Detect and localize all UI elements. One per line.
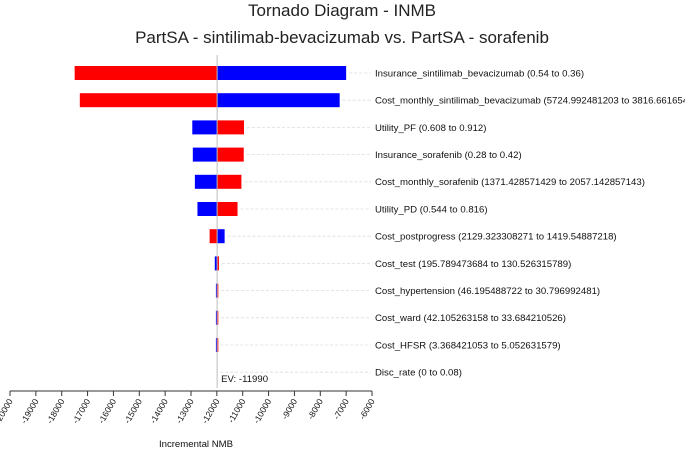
ev-label: EV: -11990 — [221, 374, 268, 385]
x-axis-ticks: -20000 -19000 -18000 -17000 -16000 -15000 -140… — [0, 391, 377, 425]
bar-high-value — [217, 283, 219, 298]
x-tick-label: -17000 — [70, 397, 92, 425]
parameter-label: Cost_monthly_sintilimab_bevacizumab (572… — [375, 96, 685, 107]
x-tick-label: -6000 — [357, 397, 377, 421]
parameter-rows: Insurance_sintilimab_bevacizumab (0.54 t… — [74, 66, 685, 379]
x-tick-label: -12000 — [200, 397, 222, 425]
bar-low-value — [217, 93, 340, 108]
parameter-label: Cost_ward (42.105263158 to 33.684210526) — [375, 313, 566, 324]
x-tick-label: -8000 — [305, 397, 325, 421]
bar-high-value — [217, 256, 219, 271]
parameter-row: Cost_monthly_sintilimab_bevacizumab (572… — [79, 93, 685, 108]
bar-low-value — [215, 310, 218, 325]
parameter-label: Cost_HFSR (3.368421053 to 5.052631579) — [375, 340, 561, 351]
parameter-label: Insurance_sintilimab_bevacizumab (0.54 t… — [375, 68, 584, 79]
bar-high-value — [217, 202, 238, 216]
bar-high-value — [79, 93, 218, 108]
x-tick-label: -15000 — [122, 397, 144, 425]
parameter-row: Utility_PF (0.608 to 0.912) — [192, 120, 486, 135]
bar-low-value — [197, 202, 218, 216]
parameter-label: Utility_PF (0.608 to 0.912) — [375, 123, 486, 134]
parameter-row: Cost_HFSR (3.368421053 to 5.052631579) — [215, 338, 561, 352]
parameter-label: Insurance_sorafenib (0.28 to 0.42) — [375, 150, 522, 161]
parameter-row: Insurance_sorafenib (0.28 to 0.42) — [192, 147, 522, 162]
parameter-label: Cost_hypertension (46.195488722 to 30.79… — [375, 286, 600, 297]
x-tick-label: -11000 — [226, 397, 248, 425]
x-axis-label: Incremental NMB — [159, 439, 233, 449]
parameter-label: Utility_PD (0.544 to 0.816) — [375, 204, 488, 215]
bar-high-value — [217, 310, 219, 325]
parameter-label: Cost_postprogress (2129.323308271 to 141… — [375, 232, 617, 243]
x-tick-label: -10000 — [251, 397, 273, 425]
x-tick-label: -13000 — [174, 397, 196, 425]
parameter-row: Cost_test (195.789473684 to 130.52631578… — [214, 256, 571, 271]
parameter-label: Cost_monthly_sorafenib (1371.428571429 t… — [375, 177, 645, 188]
x-tick-label: -20000 — [0, 397, 15, 425]
x-tick-label: -7000 — [331, 397, 351, 421]
parameter-row: Cost_monthly_sorafenib (1371.428571429 t… — [194, 174, 645, 189]
bar-low-value — [215, 338, 218, 352]
bar-high-value — [209, 229, 218, 244]
bar-low-value — [192, 147, 218, 162]
bar-high-value — [217, 120, 245, 135]
x-tick-label: -14000 — [148, 397, 170, 425]
parameter-label: Cost_test (195.789473684 to 130.52631578… — [375, 259, 571, 270]
x-tick-label: -16000 — [96, 397, 118, 425]
parameter-row: Utility_PD (0.544 to 0.816) — [197, 202, 488, 216]
parameter-row: Disc_rate (0 to 0.08) — [220, 368, 462, 379]
x-tick-label: -18000 — [44, 397, 66, 425]
chart-subtitle: PartSA - sintilimab-bevacizumab vs. Part… — [135, 28, 549, 47]
bar-high-value — [217, 147, 244, 162]
x-tick-label: -9000 — [280, 397, 300, 421]
bar-high-value — [74, 66, 218, 80]
bar-low-value — [217, 66, 347, 80]
bar-low-value — [214, 256, 218, 271]
bar-low-value — [217, 229, 225, 244]
bar-low-value — [194, 174, 218, 189]
parameter-label: Disc_rate (0 to 0.08) — [375, 368, 462, 379]
x-tick-label: -19000 — [19, 397, 41, 425]
parameter-row: Cost_ward (42.105263158 to 33.684210526) — [215, 310, 566, 325]
bar-low-value — [192, 120, 218, 135]
bar-high-value — [217, 338, 219, 352]
bar-high-value — [217, 174, 242, 189]
bar-low-value — [215, 283, 218, 298]
parameter-row: Cost_hypertension (46.195488722 to 30.79… — [215, 283, 600, 298]
chart-title: Tornado Diagram - INMB — [248, 1, 436, 20]
parameter-row: Insurance_sintilimab_bevacizumab (0.54 t… — [74, 66, 584, 80]
parameter-row: Cost_postprogress (2129.323308271 to 141… — [209, 229, 617, 244]
